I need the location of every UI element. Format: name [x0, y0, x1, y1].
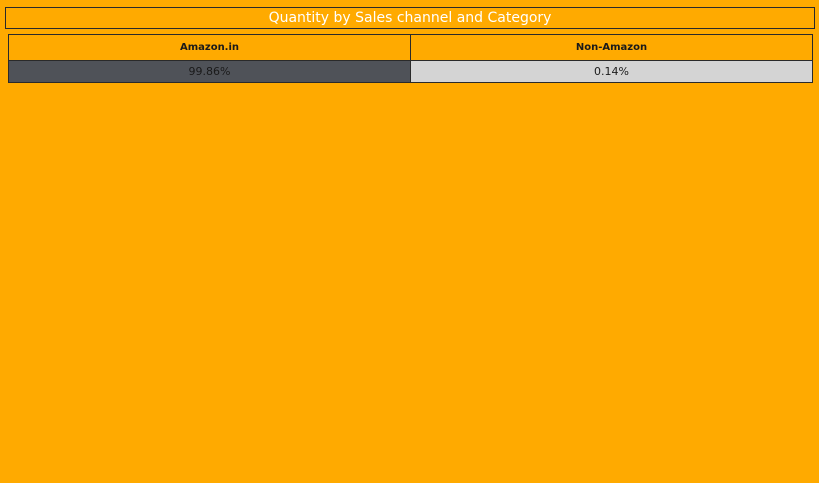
chart-title: Quantity by Sales channel and Category	[5, 7, 815, 29]
column-header-amazon-in[interactable]: Amazon.in	[9, 35, 411, 60]
value-cell-amazon-in[interactable]: 99.86%	[9, 61, 411, 82]
value-cell-non-amazon[interactable]: 0.14%	[411, 61, 812, 82]
header-row: Amazon.in Non-Amazon	[9, 35, 812, 61]
column-header-non-amazon[interactable]: Non-Amazon	[575, 42, 648, 53]
value-row: 99.86% 0.14%	[9, 61, 812, 82]
crosstab-table: Amazon.in Non-Amazon 99.86% 0.14%	[8, 34, 813, 83]
